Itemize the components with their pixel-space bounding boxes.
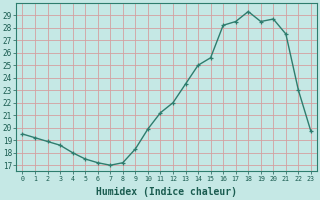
X-axis label: Humidex (Indice chaleur): Humidex (Indice chaleur) [96,187,237,197]
